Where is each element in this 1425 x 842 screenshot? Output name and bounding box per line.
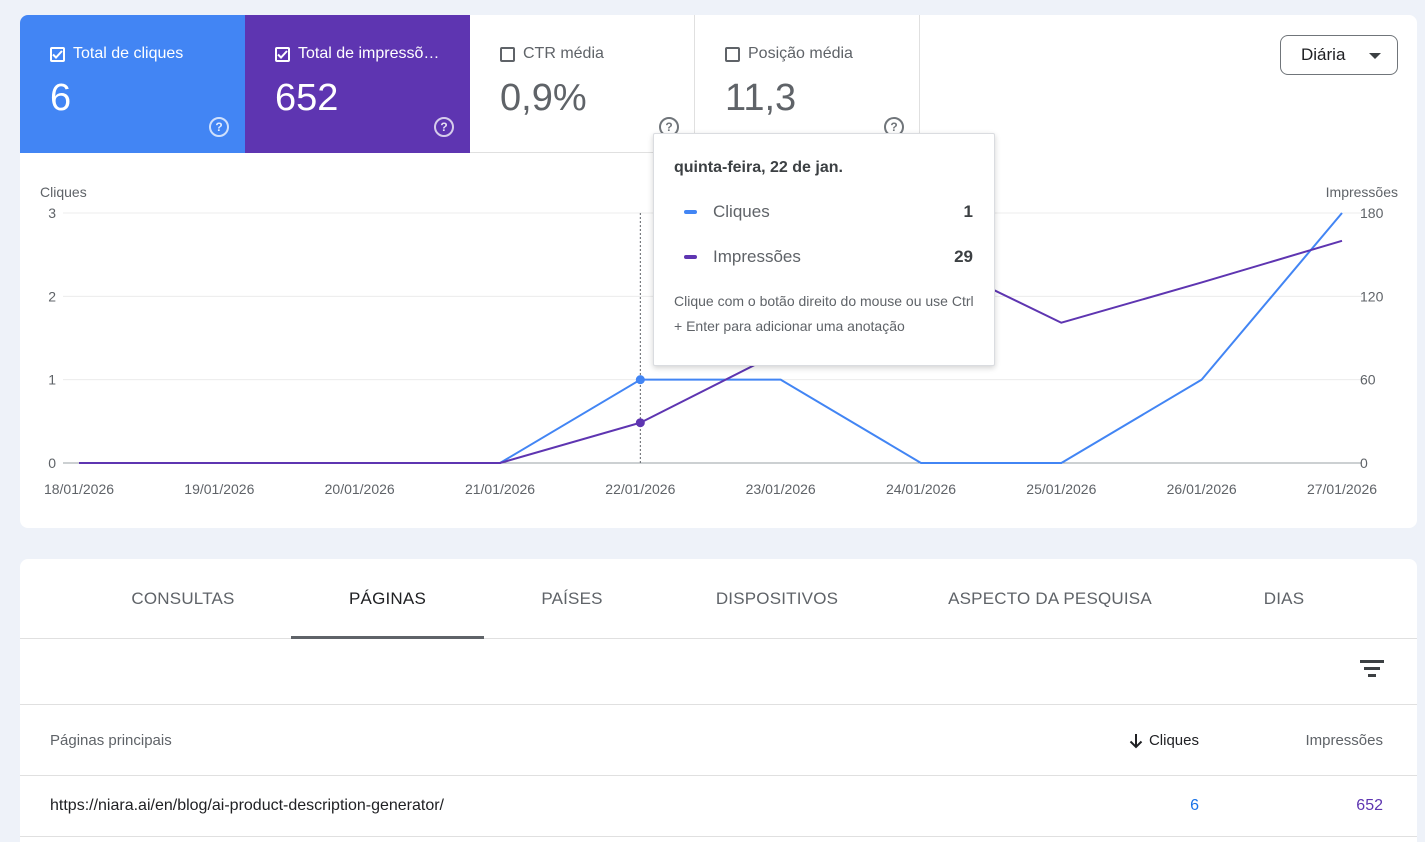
y-tick-label-right: 60 bbox=[1360, 372, 1376, 388]
tab-paginas[interactable]: PÁGINAS bbox=[349, 589, 426, 608]
series-line-impresses bbox=[79, 239, 1343, 464]
y-tick-label-right: 180 bbox=[1360, 205, 1384, 221]
row-page-url[interactable]: https://niara.ai/en/blog/ai-product-desc… bbox=[50, 797, 444, 814]
hover-point-impresses bbox=[635, 418, 645, 428]
y-tick-label-right: 0 bbox=[1360, 455, 1368, 471]
tab-dias[interactable]: DIAS bbox=[1263, 589, 1305, 608]
table-row[interactable]: https://niara.ai/en/blog/ai-product-desc… bbox=[20, 776, 1417, 837]
checkbox-unchecked-icon[interactable] bbox=[500, 46, 515, 62]
tooltip-hint: Clique com o botão direito do mouse ou u… bbox=[674, 293, 974, 334]
chart-tooltip: quinta-feira, 22 de jan. Cliques 1 Impre… bbox=[653, 133, 995, 366]
metric-value: 0,9% bbox=[500, 77, 587, 119]
tooltip-row-clicks: Cliques 1 bbox=[684, 202, 973, 222]
x-tick-label: 18/01/2026 bbox=[44, 481, 114, 497]
tab-dispositivos[interactable]: DISPOSITIVOS bbox=[715, 589, 839, 608]
table-header: Páginas principais Cliques Impressões bbox=[20, 705, 1417, 776]
metric-avg-ctr[interactable]: CTR média 0,9% ? bbox=[470, 15, 695, 153]
checkbox-checked-icon[interactable] bbox=[50, 46, 65, 62]
tooltip-title: quinta-feira, 22 de jan. bbox=[674, 159, 843, 176]
performance-card: Total de cliques 6 ? Total de impressõ… … bbox=[20, 15, 1417, 528]
filter-icon[interactable] bbox=[1360, 660, 1384, 680]
row-impressions: 652 bbox=[1356, 797, 1383, 814]
filter-bar bbox=[20, 639, 1417, 705]
column-header-page[interactable]: Páginas principais bbox=[50, 732, 172, 749]
tab-consultas[interactable]: CONSULTAS bbox=[131, 589, 235, 608]
x-tick-label: 21/01/2026 bbox=[465, 481, 535, 497]
tab-aspecto-da-pesquisa[interactable]: ASPECTO DA PESQUISA bbox=[948, 589, 1152, 608]
arrow-down-icon bbox=[1129, 733, 1143, 748]
caret-down-icon bbox=[1369, 53, 1381, 59]
dimension-tabs: CONSULTAS PÁGINAS PAÍSES DISPOSITIVOS AS… bbox=[20, 559, 1417, 639]
performance-chart[interactable]: 0 1 2 3 0 60 120 180 18/01/2026 19/01/2026 20/01… bbox=[20, 15, 1417, 528]
column-header-clicks[interactable]: Cliques bbox=[1129, 732, 1199, 749]
y-axis-label-right: Impressões bbox=[1326, 184, 1398, 200]
metric-total-impressions[interactable]: Total de impressõ… 652 ? bbox=[245, 15, 470, 153]
x-tick-label: 25/01/2026 bbox=[1026, 481, 1096, 497]
metric-total-clicks[interactable]: Total de cliques 6 ? bbox=[20, 15, 245, 153]
metric-value: 6 bbox=[50, 77, 72, 119]
series-swatch bbox=[684, 210, 697, 214]
metric-label: CTR média bbox=[523, 45, 604, 62]
x-tick-label: 19/01/2026 bbox=[184, 481, 254, 497]
hover-point-cliques bbox=[635, 375, 645, 385]
metric-value: 11,3 bbox=[725, 77, 797, 119]
metric-label: Total de impressõ… bbox=[298, 45, 440, 62]
x-tick-label: 24/01/2026 bbox=[886, 481, 956, 497]
period-dropdown-value: Diária bbox=[1301, 45, 1346, 64]
metric-value: 652 bbox=[275, 77, 339, 119]
y-axis-label-left: Cliques bbox=[40, 184, 87, 200]
x-tick-label: 26/01/2026 bbox=[1167, 481, 1237, 497]
help-icon[interactable]: ? bbox=[209, 117, 229, 137]
checkbox-checked-icon[interactable] bbox=[275, 46, 290, 62]
column-header-clicks-label: Cliques bbox=[1148, 732, 1199, 749]
report-table-card: CONSULTAS PÁGINAS PAÍSES DISPOSITIVOS AS… bbox=[20, 559, 1417, 842]
column-header-impressions[interactable]: Impressões bbox=[1305, 732, 1383, 749]
tooltip-row-impressions: Impressões 29 bbox=[684, 247, 973, 267]
tooltip-series-value: 29 bbox=[954, 247, 973, 266]
x-tick-label: 22/01/2026 bbox=[605, 481, 675, 497]
tooltip-series-name: Impressões bbox=[713, 247, 801, 266]
tab-paises[interactable]: PAÍSES bbox=[541, 589, 603, 608]
x-tick-label: 27/01/2026 bbox=[1307, 481, 1377, 497]
x-tick-label: 20/01/2026 bbox=[325, 481, 395, 497]
period-dropdown[interactable]: Diária bbox=[1280, 35, 1398, 75]
y-tick-label-left: 3 bbox=[48, 205, 56, 221]
checkbox-unchecked-icon[interactable] bbox=[725, 46, 740, 62]
y-tick-label-left: 1 bbox=[48, 372, 56, 388]
tooltip-series-value: 1 bbox=[963, 202, 973, 221]
active-tab-indicator bbox=[291, 636, 484, 639]
x-tick-label: 23/01/2026 bbox=[746, 481, 816, 497]
y-tick-label-left: 0 bbox=[48, 455, 56, 471]
row-clicks: 6 bbox=[1190, 797, 1199, 814]
series-swatch bbox=[684, 255, 697, 259]
y-tick-label-right: 120 bbox=[1360, 288, 1384, 304]
metric-label: Total de cliques bbox=[73, 45, 184, 62]
help-icon[interactable]: ? bbox=[434, 117, 454, 137]
metric-label: Posição média bbox=[748, 45, 853, 62]
tooltip-series-name: Cliques bbox=[713, 202, 770, 221]
y-tick-label-left: 2 bbox=[48, 288, 56, 304]
